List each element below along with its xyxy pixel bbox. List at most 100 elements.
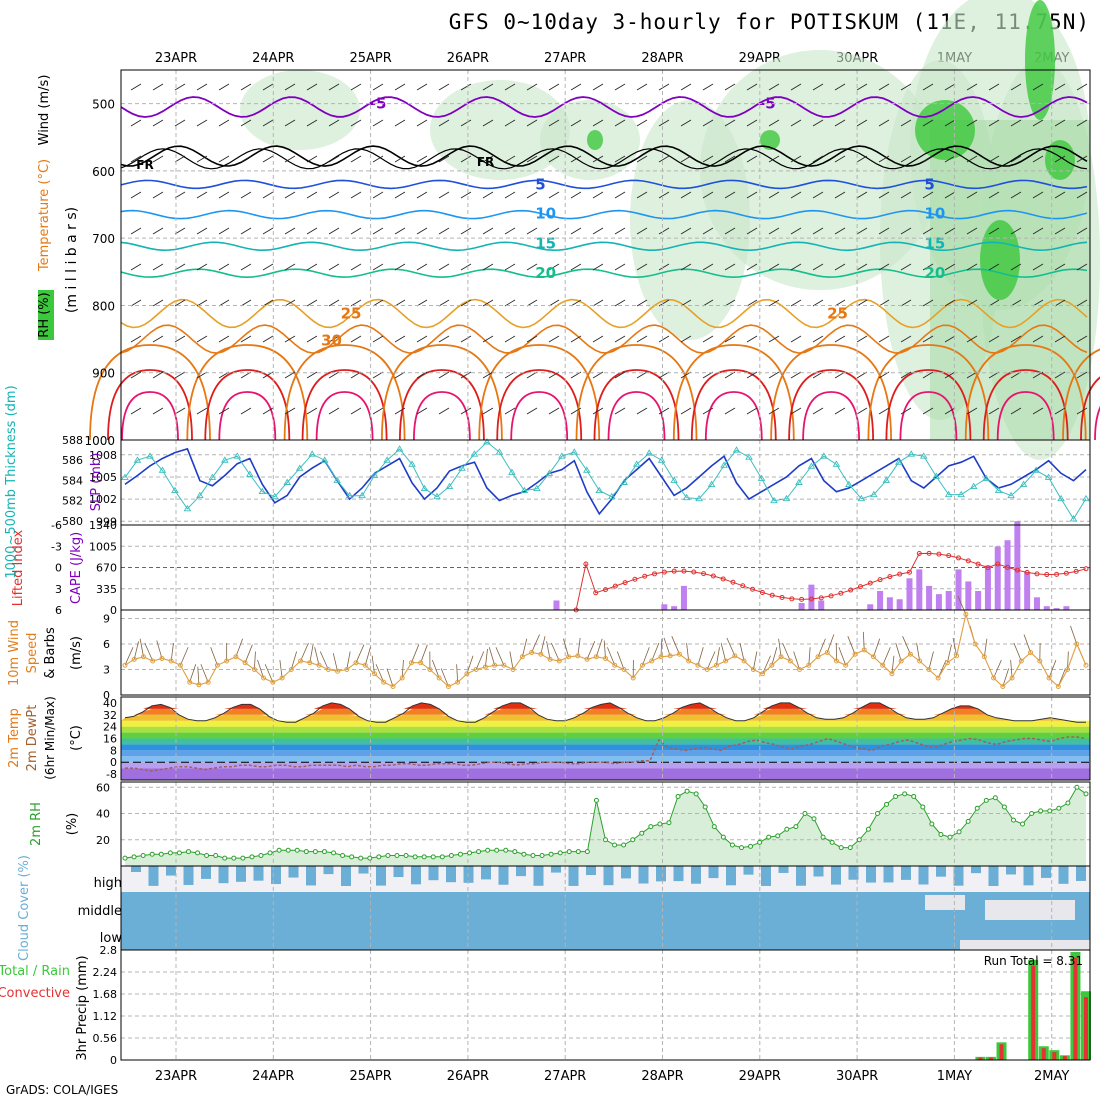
li-tick-label: 3 <box>55 583 62 596</box>
precip-tick-label: 0 <box>110 1054 117 1067</box>
wind-barb <box>658 155 670 163</box>
wind-barb <box>460 263 472 271</box>
wind-barb <box>279 659 283 679</box>
wind-barb <box>636 155 648 163</box>
wind-barb <box>1054 407 1066 415</box>
wind-barb <box>420 644 428 663</box>
cloud-high <box>778 866 789 873</box>
wind-barb <box>790 371 802 379</box>
wind-point <box>1037 658 1043 664</box>
thickness-point <box>907 450 916 457</box>
li-point <box>652 571 658 577</box>
rh-point <box>294 847 300 853</box>
wind-barb <box>922 335 934 343</box>
cloud-high <box>1023 866 1034 886</box>
wind-barb <box>1032 407 1044 415</box>
wind-point <box>214 662 220 668</box>
wind-barb <box>548 83 560 91</box>
thickness-point <box>1019 480 1028 487</box>
wind-barb <box>592 83 604 91</box>
wind-barb <box>466 655 474 674</box>
wind-barb <box>372 119 384 127</box>
diurnal-contour <box>315 391 374 441</box>
wind-point <box>445 684 451 689</box>
diurnal-contour <box>982 369 1069 441</box>
wind-point <box>667 653 673 659</box>
rh-point <box>158 851 164 857</box>
wind-barb <box>944 191 956 199</box>
wind-barb <box>812 407 824 415</box>
wind-barb <box>375 664 385 683</box>
isotherm-line <box>120 268 1088 279</box>
wind-barb <box>856 227 868 235</box>
li-point <box>730 579 736 585</box>
rh-point <box>648 824 654 830</box>
cloud-high <box>323 866 334 875</box>
rh-point <box>1020 821 1026 827</box>
wind-barb <box>768 227 780 235</box>
rh-point <box>657 821 663 827</box>
thickness-point <box>682 493 691 501</box>
cloud-high <box>376 866 386 886</box>
wind-barb <box>592 299 604 307</box>
wind-point <box>704 667 710 672</box>
li-point <box>710 573 716 579</box>
wind-point <box>233 654 239 660</box>
wind-barb <box>680 155 692 163</box>
wind-barb <box>966 407 978 415</box>
wind-barb <box>262 83 274 91</box>
contour-label: 20 <box>535 264 556 282</box>
wind-barb <box>856 335 868 343</box>
wind-barb <box>438 119 450 127</box>
wind-barb <box>306 263 318 271</box>
wind-barb <box>1032 263 1044 271</box>
rh-point <box>149 851 155 857</box>
cape-bar <box>935 594 942 610</box>
temp-band <box>121 750 1090 757</box>
convective-label: Convective <box>0 986 70 1001</box>
thickness-point <box>944 490 953 498</box>
wind-tick-label: 6 <box>103 638 110 651</box>
wind-barb <box>686 642 690 662</box>
slp-line <box>124 447 1087 516</box>
wind-point <box>1018 658 1024 664</box>
wind-barb <box>156 640 163 659</box>
wind-barb <box>235 638 244 657</box>
wind-barb <box>257 659 264 679</box>
wind-barb <box>284 371 296 379</box>
tick-label-top: 27APR <box>544 51 586 66</box>
wind-barb <box>812 155 824 163</box>
wind-barb <box>570 227 582 235</box>
rh-point <box>621 842 627 848</box>
wind-barb <box>240 335 252 343</box>
wind-barb <box>702 263 714 271</box>
thickness-point <box>1032 466 1040 473</box>
wind-barb <box>540 636 546 655</box>
wind-barb <box>856 119 868 127</box>
wind-barb <box>1076 299 1088 307</box>
diurnal-contour <box>399 369 485 441</box>
cloud-high <box>1058 866 1069 884</box>
rh-point <box>920 804 926 810</box>
thickness-point <box>695 494 703 502</box>
temp-band <box>121 756 1090 763</box>
wind-barb <box>746 371 758 379</box>
wind-barb <box>834 407 846 415</box>
wind-barb <box>944 155 956 163</box>
wind-barb <box>1054 371 1066 379</box>
wind-barb <box>944 119 956 127</box>
wind-barb <box>460 299 472 307</box>
cloud-gap <box>925 895 965 910</box>
wind-barb <box>526 227 538 235</box>
rh-point <box>185 849 191 855</box>
rh-point <box>820 834 826 840</box>
wind-barb <box>768 335 780 343</box>
wind-barb <box>314 647 320 666</box>
wind-barb <box>988 335 1000 343</box>
wind-point <box>325 667 331 672</box>
contour-label: 10 <box>535 204 556 222</box>
wind-barb <box>1048 659 1057 679</box>
wind-barb <box>152 263 164 271</box>
wind-point <box>159 655 165 661</box>
wind-point <box>898 658 904 664</box>
